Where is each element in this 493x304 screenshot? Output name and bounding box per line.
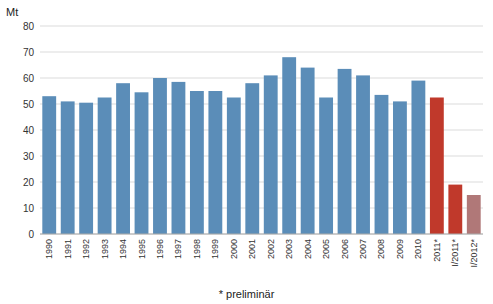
x-tick-label: I/2012*	[469, 239, 479, 268]
x-tick-label: 2003	[284, 239, 294, 259]
bar	[375, 95, 389, 234]
chart-container: 0 10 20 30 40 50 60 70 80 1990 1991 1992 1993 1994 199…	[0, 0, 493, 304]
x-tick-label: 2008	[376, 239, 386, 259]
x-tick-label: 2007	[358, 239, 368, 259]
x-tick-label: 2000	[229, 239, 239, 259]
bar	[153, 78, 167, 234]
x-axis-line	[40, 234, 483, 235]
y-tick-label: 40	[23, 125, 35, 136]
bar	[227, 98, 241, 235]
x-tick-label: 2009	[395, 239, 405, 259]
x-tick-label: 1996	[155, 239, 165, 259]
bar	[430, 98, 444, 235]
bar	[338, 69, 352, 234]
x-tick-label: 1991	[63, 239, 73, 259]
chart: 0 10 20 30 40 50 60 70 80 1990 1991 1992 1993 1994 199…	[0, 0, 493, 304]
bar	[172, 82, 186, 234]
y-tick-label: 20	[23, 177, 35, 188]
x-tick-label: 2001	[247, 239, 257, 259]
grid-line	[40, 78, 483, 79]
bar	[245, 83, 259, 234]
bar	[116, 83, 130, 234]
bar	[79, 103, 93, 234]
x-tick-label: 1995	[137, 239, 147, 259]
x-tick-label: 1993	[100, 239, 110, 259]
y-tick-label: 10	[23, 203, 35, 214]
y-tick-label: 50	[23, 99, 35, 110]
bar	[411, 81, 425, 234]
bar	[42, 96, 56, 234]
y-tick-label: 60	[23, 73, 35, 84]
bar	[208, 91, 222, 234]
x-tick-label: 1998	[192, 239, 202, 259]
y-tick-label: 30	[23, 151, 35, 162]
x-tick-label: 1999	[210, 239, 220, 259]
x-tick-label: 2002	[266, 239, 276, 259]
grid	[40, 26, 483, 234]
grid-line	[40, 26, 483, 27]
y-tick-label: 0	[28, 229, 34, 240]
y-tick-label: 80	[23, 21, 35, 32]
x-tick-label: 2004	[303, 239, 313, 259]
bar	[282, 57, 296, 234]
bar	[393, 101, 407, 234]
x-tick-label: 1990	[44, 239, 54, 259]
bar	[135, 92, 149, 234]
x-tick-label: I/2011*	[450, 239, 460, 267]
bar	[467, 195, 481, 234]
x-tick-label: 2010	[413, 239, 423, 259]
grid-line	[40, 234, 483, 235]
x-tick-label: 1997	[173, 239, 183, 259]
bar	[98, 98, 112, 235]
x-tick-label: 2006	[340, 239, 350, 259]
bar	[190, 91, 204, 234]
x-tick-label: 1992	[81, 239, 91, 259]
x-tick-label: 1994	[118, 239, 128, 259]
grid-line	[40, 52, 483, 53]
bars	[42, 57, 480, 234]
x-tick-label: 2011*	[432, 239, 442, 262]
bar	[61, 101, 75, 234]
y-axis-label: Mt	[6, 6, 18, 18]
bar	[264, 75, 278, 234]
y-tick-label: 70	[23, 47, 35, 58]
x-tick-label: 2005	[321, 239, 331, 259]
bar	[319, 98, 333, 235]
bar	[301, 68, 315, 234]
footnote: * preliminär	[219, 288, 275, 300]
bar	[448, 185, 462, 234]
bar	[356, 75, 370, 234]
